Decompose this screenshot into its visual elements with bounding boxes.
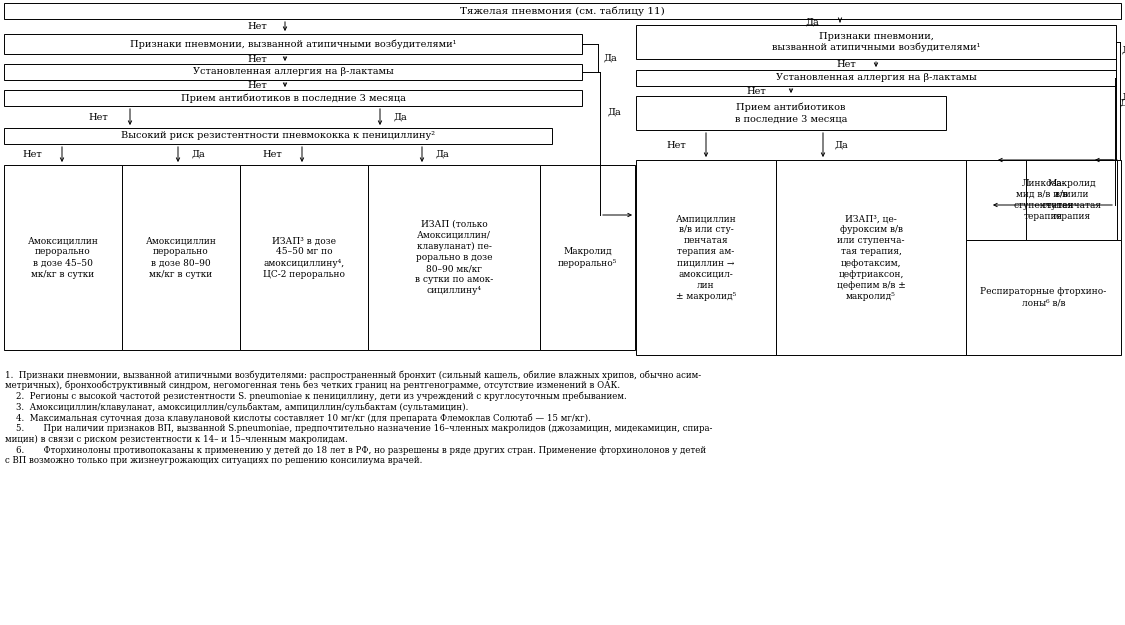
Text: 1.  Признаки пневмонии, вызванной атипичными возбудителями: распространенный бро: 1. Признаки пневмонии, вызванной атипичн…: [4, 370, 701, 379]
Text: Да: Да: [1120, 92, 1125, 101]
Text: Нет: Нет: [22, 150, 42, 159]
Text: Нет: Нет: [666, 141, 686, 149]
Text: Да: Да: [1120, 46, 1125, 54]
Text: Да: Да: [393, 112, 407, 121]
Bar: [122, 165, 240, 350]
Text: 2.  Регионы с высокой частотой резистентности S. pneumoniae к пенициллину, дети : 2. Регионы с высокой частотой резистентн…: [4, 392, 627, 401]
Text: 4.  Максимальная суточная доза клавулановой кислоты составляет 10 мг/кг (для пре: 4. Максимальная суточная доза клавуланов…: [4, 413, 591, 422]
Bar: [4, 34, 582, 54]
Text: Тяжелая пневмония (см. таблицу 11): Тяжелая пневмония (см. таблицу 11): [460, 6, 665, 16]
Text: Да: Да: [806, 18, 819, 26]
Bar: [368, 165, 540, 350]
Text: Линкоза-
мид в/в или
ступенчатая
терапия: Линкоза- мид в/в или ступенчатая терапия: [1014, 179, 1073, 221]
Text: Нет: Нет: [88, 112, 108, 121]
Bar: [966, 160, 1120, 240]
Bar: [636, 70, 1116, 86]
Text: Ампициллин
в/в или сту-
пенчатая
терапия ам-
пициллин →
амоксицил-
лин
± макроли: Ампициллин в/в или сту- пенчатая терапия…: [676, 214, 737, 301]
Text: Да: Да: [191, 150, 205, 159]
Text: метричных), бронхообструктивный синдром, негомогенная тень без четких границ на : метричных), бронхообструктивный синдром,…: [4, 381, 620, 390]
Text: Да: Да: [1119, 99, 1125, 107]
Bar: [1026, 160, 1117, 240]
Text: Амоксициллин
перорально
в дозе 80–90
мк/кг в сутки: Амоксициллин перорально в дозе 80–90 мк/…: [145, 236, 216, 279]
Text: Амоксициллин
перорально
в дозе 45–50
мк/кг в сутки: Амоксициллин перорально в дозе 45–50 мк/…: [27, 236, 99, 279]
Text: Нет: Нет: [836, 60, 856, 69]
Text: Нет: Нет: [746, 86, 766, 96]
Text: Да: Да: [608, 107, 621, 116]
Text: 5.       При наличии признаков ВП, вызванной S.pneumoniae, предпочтительно назна: 5. При наличии признаков ВП, вызванной S…: [4, 424, 712, 433]
Text: мицин) в связи с риском резистентности к 14– и 15–членным макролидам.: мицин) в связи с риском резистентности к…: [4, 435, 348, 444]
Bar: [4, 3, 1120, 19]
Text: 6.       Фторхинолоны противопоказаны к применению у детей до 18 лет в РФ, но ра: 6. Фторхинолоны противопоказаны к примен…: [4, 446, 706, 454]
Text: Признаки пневмонии,
вызванной атипичными возбудителями¹: Признаки пневмонии, вызванной атипичными…: [772, 32, 980, 52]
Text: 3.  Амоксициллин/клавуланат, амоксициллин/сульбактам, ампициллин/сульбактам (сул: 3. Амоксициллин/клавуланат, амоксициллин…: [4, 402, 468, 412]
Bar: [540, 165, 634, 350]
Bar: [636, 160, 776, 355]
Text: Да: Да: [435, 150, 449, 159]
Text: Прием антибиотиков
в последние 3 месяца: Прием антибиотиков в последние 3 месяца: [735, 102, 847, 123]
Text: Установленная аллергия на β-лактамы: Установленная аллергия на β-лактамы: [192, 68, 394, 76]
Text: с ВП возможно только при жизнеугрожающих ситуациях по решению консилиума врачей.: с ВП возможно только при жизнеугрожающих…: [4, 456, 422, 466]
Text: Высокий риск резистентности пневмококка к пенициллину²: Высокий риск резистентности пневмококка …: [122, 131, 435, 141]
Text: Нет: Нет: [262, 150, 282, 159]
Bar: [4, 128, 552, 144]
Bar: [4, 64, 582, 80]
Bar: [776, 160, 966, 355]
Bar: [966, 240, 1120, 355]
Bar: [636, 25, 1116, 59]
Text: Да: Да: [834, 141, 848, 149]
Text: Макролид
в/в или
ступенчатая
терапия: Макролид в/в или ступенчатая терапия: [1042, 179, 1101, 221]
Bar: [636, 96, 946, 130]
Text: Нет: Нет: [248, 81, 267, 89]
Text: ИЗАП³ в дозе
45–50 мг по
амоксициллину⁴,
ЦС-2 перорально: ИЗАП³ в дозе 45–50 мг по амоксициллину⁴,…: [263, 236, 345, 279]
Bar: [4, 165, 122, 350]
Bar: [240, 165, 368, 350]
Text: ИЗАП³, це-
фуроксим в/в
или ступенча-
тая терапия,
цефотаксим,
цефтриаксон,
цефе: ИЗАП³, це- фуроксим в/в или ступенча- та…: [837, 214, 906, 301]
Text: Установленная аллергия на β-лактамы: Установленная аллергия на β-лактамы: [775, 74, 976, 82]
Text: Признаки пневмонии, вызванной атипичными возбудителями¹: Признаки пневмонии, вызванной атипичными…: [129, 39, 457, 49]
Text: Прием антибиотиков в последние 3 месяца: Прием антибиотиков в последние 3 месяца: [180, 93, 405, 103]
Text: Нет: Нет: [248, 54, 267, 64]
Text: Макролид
перорально⁵: Макролид перорально⁵: [558, 248, 618, 268]
Bar: [4, 90, 582, 106]
Text: Респираторные фторхино-
лоны⁶ в/в: Респираторные фторхино- лоны⁶ в/в: [980, 288, 1107, 308]
Text: Нет: Нет: [248, 22, 267, 31]
Text: Да: Да: [604, 54, 618, 62]
Text: ИЗАП (только
Амоксициллин/
клавуланат) пе-
рорально в дозе
80–90 мк/кг
в сутки п: ИЗАП (только Амоксициллин/ клавуланат) п…: [415, 219, 493, 296]
